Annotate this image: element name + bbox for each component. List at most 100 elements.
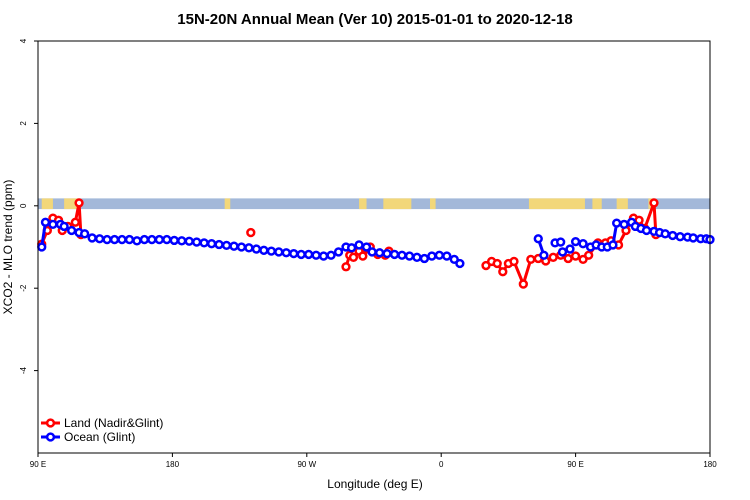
data-point bbox=[361, 242, 372, 252]
data-point bbox=[37, 242, 47, 252]
map-strip-land bbox=[616, 198, 628, 210]
x-tick-label: 0 bbox=[439, 460, 444, 469]
chart-title: 15N-20N Annual Mean (Ver 10) 2015-01-01 … bbox=[177, 11, 572, 28]
data-point bbox=[358, 251, 368, 261]
y-tick-label: 2 bbox=[19, 121, 28, 126]
data-point bbox=[649, 198, 659, 208]
data-point bbox=[397, 250, 407, 260]
data-point bbox=[154, 234, 164, 245]
legend-marker bbox=[45, 432, 56, 442]
data-point bbox=[48, 219, 58, 229]
data-point bbox=[281, 248, 291, 258]
data-point bbox=[109, 234, 120, 245]
map-strip-land bbox=[430, 198, 436, 210]
data-point bbox=[236, 242, 247, 252]
data-point bbox=[608, 240, 618, 250]
y-tick-label: -4 bbox=[19, 366, 28, 374]
data-point bbox=[557, 247, 568, 257]
data-point bbox=[244, 243, 254, 253]
data-point bbox=[498, 267, 508, 277]
data-point bbox=[259, 245, 269, 255]
y-tick-label: 4 bbox=[19, 38, 28, 43]
data-point bbox=[251, 244, 262, 254]
data-point bbox=[214, 239, 224, 250]
data-point bbox=[404, 251, 415, 261]
data-point bbox=[184, 236, 194, 246]
data-point bbox=[326, 250, 336, 260]
x-tick-label: 90 W bbox=[297, 460, 316, 469]
x-tick-label: 90 E bbox=[30, 460, 46, 469]
data-point bbox=[660, 229, 670, 239]
x-tick-label: 180 bbox=[703, 460, 717, 469]
data-point bbox=[612, 218, 622, 228]
legend-label: Land (Nadir&Glint) bbox=[64, 416, 163, 430]
x-axis-label: Longitude (deg E) bbox=[327, 477, 422, 491]
map-strip bbox=[38, 198, 710, 210]
legend: Land (Nadir&Glint)Ocean (Glint) bbox=[41, 416, 163, 444]
data-point bbox=[169, 235, 179, 246]
data-point bbox=[59, 221, 69, 232]
data-point bbox=[526, 254, 536, 265]
data-point bbox=[289, 248, 299, 259]
map-strip-land bbox=[383, 198, 412, 210]
legend-marker bbox=[45, 418, 56, 428]
data-point bbox=[533, 234, 543, 244]
data-point bbox=[455, 258, 465, 269]
plot-frame bbox=[37, 40, 711, 454]
data-point bbox=[341, 262, 351, 272]
data-point bbox=[304, 249, 314, 260]
data-point bbox=[206, 239, 217, 249]
data-point bbox=[87, 233, 97, 243]
map-strip-land bbox=[224, 198, 231, 210]
legend-label: Ocean (Glint) bbox=[64, 430, 135, 444]
data-point bbox=[419, 253, 430, 264]
data-point bbox=[492, 258, 502, 269]
y-tick-label: 0 bbox=[19, 203, 28, 208]
data-point bbox=[641, 225, 652, 236]
data-point bbox=[563, 253, 573, 264]
data-point bbox=[434, 250, 444, 260]
data-point bbox=[509, 256, 519, 267]
data-point bbox=[177, 236, 187, 246]
data-point bbox=[354, 240, 364, 250]
data-point bbox=[229, 241, 239, 251]
data-point bbox=[688, 233, 698, 243]
data-point bbox=[578, 239, 588, 249]
x-tick-label: 180 bbox=[166, 460, 180, 469]
data-point bbox=[70, 217, 80, 227]
map-strip-land bbox=[528, 198, 585, 210]
data-point bbox=[311, 250, 321, 260]
data-point bbox=[619, 219, 629, 229]
data-point bbox=[539, 250, 549, 260]
data-point bbox=[221, 240, 232, 251]
data-point bbox=[427, 251, 437, 261]
data-point bbox=[246, 227, 256, 238]
data-point bbox=[80, 229, 90, 239]
x-tick-label: 90 E bbox=[567, 460, 583, 469]
data-point bbox=[565, 244, 575, 254]
data-point bbox=[94, 234, 105, 244]
data-point bbox=[442, 251, 452, 261]
data-point bbox=[132, 236, 142, 246]
data-point bbox=[570, 251, 581, 261]
data-point bbox=[147, 234, 157, 245]
data-point bbox=[389, 249, 400, 260]
y-axis-label: XCO2 - MLO trend (ppm) bbox=[1, 180, 15, 315]
x-axis: 90 E 180 90 W 0 90 E 180 bbox=[30, 453, 717, 469]
map-strip-land bbox=[64, 198, 80, 210]
data-point bbox=[139, 234, 150, 245]
data-point bbox=[518, 279, 528, 289]
data-point bbox=[556, 237, 566, 247]
y-axis: -4 -2 0 2 4 bbox=[19, 38, 38, 374]
data-point bbox=[117, 234, 127, 245]
map-strip-land bbox=[41, 198, 53, 210]
data-point bbox=[102, 234, 112, 245]
data-point bbox=[333, 247, 344, 257]
data-point bbox=[274, 247, 284, 257]
map-strip-ocean bbox=[38, 198, 710, 210]
data-point bbox=[296, 249, 306, 260]
data-point bbox=[40, 217, 51, 227]
data-point bbox=[668, 230, 678, 241]
data-point bbox=[570, 236, 581, 247]
